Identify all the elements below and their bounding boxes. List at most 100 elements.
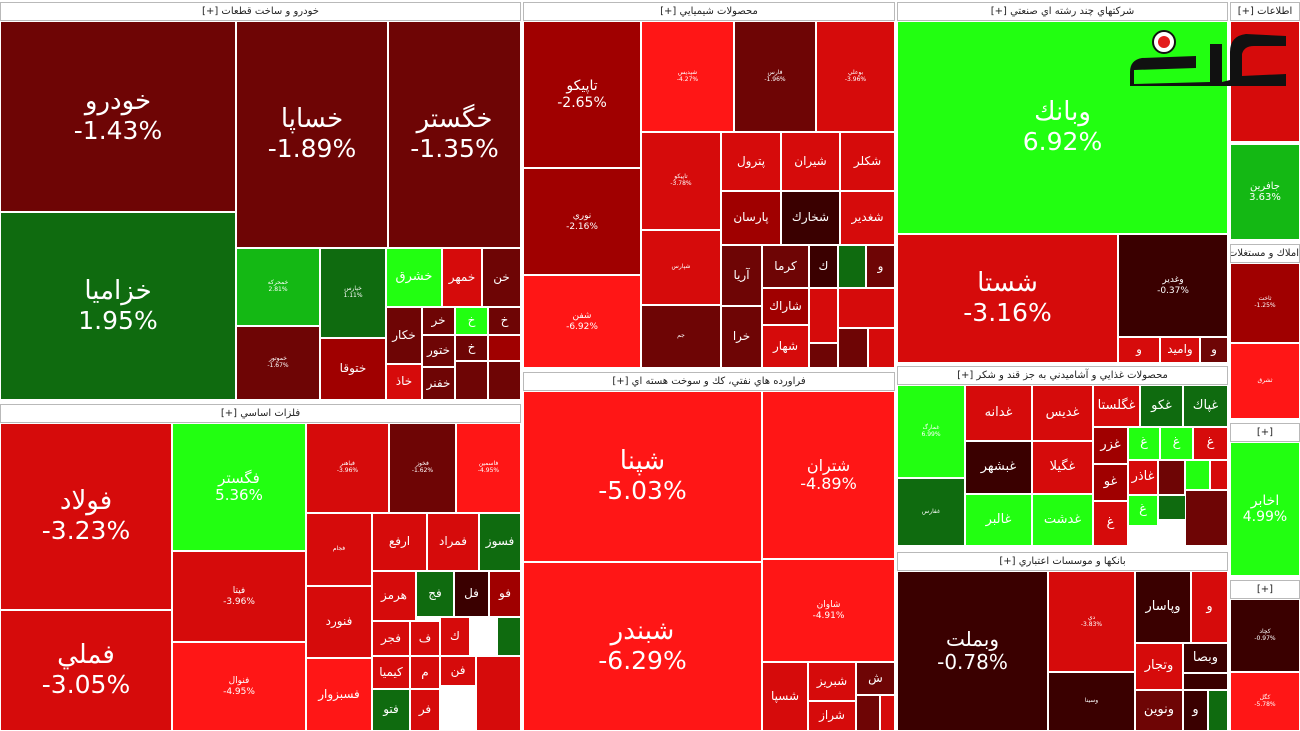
treemap-cell[interactable]: وپاسار [1135,571,1191,643]
treemap-cell[interactable]: و [1191,571,1228,643]
treemap-cell[interactable]: خودرو -1.43% [0,21,236,212]
treemap-cell[interactable]: واميد [1160,337,1200,363]
treemap-cell[interactable]: جافرين 3.63% [1230,144,1300,240]
treemap-cell[interactable]: م [410,656,440,689]
treemap-cell[interactable]: خگستر -1.35% [388,21,521,248]
treemap-cell[interactable]: شراز [808,701,856,731]
treemap-cell[interactable]: غالبر [965,494,1032,546]
treemap-cell[interactable]: ونوين [1135,690,1183,731]
treemap-cell[interactable] [868,328,895,368]
treemap-cell[interactable] [1210,460,1228,490]
treemap-cell[interactable]: غو [1093,464,1128,501]
treemap-cell[interactable]: فل [454,571,489,617]
treemap-cell[interactable]: وبانك 6.92% [897,21,1228,234]
treemap-cell[interactable]: شستا -3.16% [897,234,1118,363]
treemap-cell[interactable] [856,695,880,731]
treemap-cell[interactable]: ثشرق [1230,343,1300,419]
treemap-cell[interactable] [1208,690,1228,731]
treemap-cell[interactable]: فجر [372,621,410,656]
treemap-cell[interactable]: هرمز [372,571,416,621]
treemap-cell[interactable]: خکار [386,307,422,364]
treemap-cell[interactable]: شبندر -6.29% [523,562,762,731]
treemap-cell[interactable]: بوعلي -3.96% [816,21,895,132]
treemap-cell[interactable]: فولاد -3.23% [0,423,172,610]
treemap-cell[interactable]: شاراك [762,288,809,325]
treemap-cell[interactable]: و [866,245,895,288]
treemap-cell[interactable] [488,361,521,400]
treemap-cell[interactable]: شفن -6.92% [523,275,641,368]
treemap-cell[interactable]: پارسان [721,191,781,245]
treemap-cell[interactable]: شپديس -4.27% [641,21,734,132]
treemap-cell[interactable]: وغدير -0.37% [1118,234,1228,337]
treemap-cell[interactable]: غبشهر [965,441,1032,494]
treemap-cell[interactable]: آريا [721,245,762,306]
treemap-cell[interactable] [1158,495,1186,520]
treemap-cell[interactable]: شسپا [762,662,808,731]
sector-header[interactable]: [+] [1230,423,1300,442]
treemap-cell[interactable] [809,288,838,343]
treemap-cell[interactable]: غ [1128,427,1160,460]
treemap-cell[interactable]: و [1118,337,1160,363]
treemap-cell[interactable]: خپارس 1.11% [320,248,386,338]
treemap-cell[interactable] [838,328,868,368]
treemap-cell[interactable]: تاپيكو -3.78% [641,132,721,230]
treemap-cell[interactable]: دي -3.83% [1048,571,1135,672]
treemap-cell[interactable] [809,343,838,368]
treemap-cell[interactable]: غ [1093,501,1128,546]
treemap-cell[interactable]: غپاك [1183,385,1228,427]
treemap-cell[interactable]: خساپا -1.89% [236,21,388,248]
treemap-cell[interactable]: نوري -2.16% [523,168,641,275]
treemap-cell[interactable]: شكلر [840,132,895,191]
treemap-cell[interactable]: كيميا [372,656,410,689]
treemap-cell[interactable]: ختوقا [320,338,386,400]
treemap-cell[interactable]: فنوال -4.95% [172,642,306,731]
treemap-cell[interactable] [1158,460,1185,495]
treemap-cell[interactable]: شپنا -5.03% [523,391,762,562]
treemap-cell[interactable]: جم [641,305,721,368]
treemap-cell[interactable]: غدشت [1032,494,1093,546]
treemap-cell[interactable]: شپارس [641,230,721,305]
treemap-cell[interactable]: فارس -1.96% [734,21,816,132]
treemap-cell[interactable]: غمارگ 6.99% [897,385,965,478]
treemap-cell[interactable]: ارفع [372,513,427,571]
treemap-cell[interactable]: تاپيكو -2.65% [523,21,641,168]
treemap-cell[interactable]: و [1200,337,1228,363]
treemap-cell[interactable]: ك [440,617,470,656]
treemap-cell[interactable]: شبريز [808,662,856,701]
sector-header[interactable]: املاك و مستغلات [+] [1230,244,1300,263]
treemap-cell[interactable]: غ [1128,495,1158,526]
treemap-cell[interactable]: وتجار [1135,643,1183,690]
sector-header[interactable]: اطلاعات [+] [1230,2,1300,21]
treemap-cell[interactable]: خاذ [386,364,422,400]
treemap-cell[interactable]: وسينا [1048,672,1135,731]
treemap-cell[interactable] [880,695,895,731]
treemap-cell[interactable]: فجام [306,513,372,586]
treemap-cell[interactable]: خ [455,335,488,361]
treemap-cell[interactable]: خشرق [386,248,442,307]
treemap-cell[interactable]: خن [482,248,521,307]
treemap-cell[interactable]: كچاد -0.97% [1230,599,1300,672]
treemap-cell[interactable] [488,335,521,361]
sector-header[interactable]: فراورده هاي نفتي، كك و سوخت هسته اي [+] [523,372,895,391]
treemap-cell[interactable]: غزر [1093,427,1128,464]
treemap-cell[interactable]: غگلستا [1093,385,1140,427]
sector-header[interactable]: بانكها و موسسات اعتباري [+] [897,552,1228,571]
sector-header[interactable]: [+] [1230,580,1300,599]
treemap-cell[interactable]: شهار [762,325,809,368]
treemap-cell[interactable] [1185,490,1228,546]
treemap-cell[interactable]: خمهر [442,248,482,307]
treemap-cell[interactable]: غگيلا [1032,441,1093,494]
treemap-cell[interactable] [1185,460,1210,490]
treemap-cell[interactable]: خ [455,307,488,335]
treemap-cell[interactable]: فو [489,571,521,617]
treemap-cell[interactable]: فگستر 5.36% [172,423,306,551]
treemap-cell[interactable]: خرا [721,306,762,368]
treemap-cell[interactable]: فسوز [479,513,521,571]
treemap-cell[interactable]: فيتا -3.96% [172,551,306,642]
treemap-cell[interactable]: فباهنر -3.96% [306,423,389,513]
treemap-cell[interactable] [455,361,488,400]
treemap-cell[interactable]: فج [416,571,454,617]
treemap-cell[interactable]: فاسمين -4.95% [456,423,521,513]
treemap-cell[interactable]: خر [422,307,455,335]
treemap-cell[interactable]: شغدير [840,191,895,245]
